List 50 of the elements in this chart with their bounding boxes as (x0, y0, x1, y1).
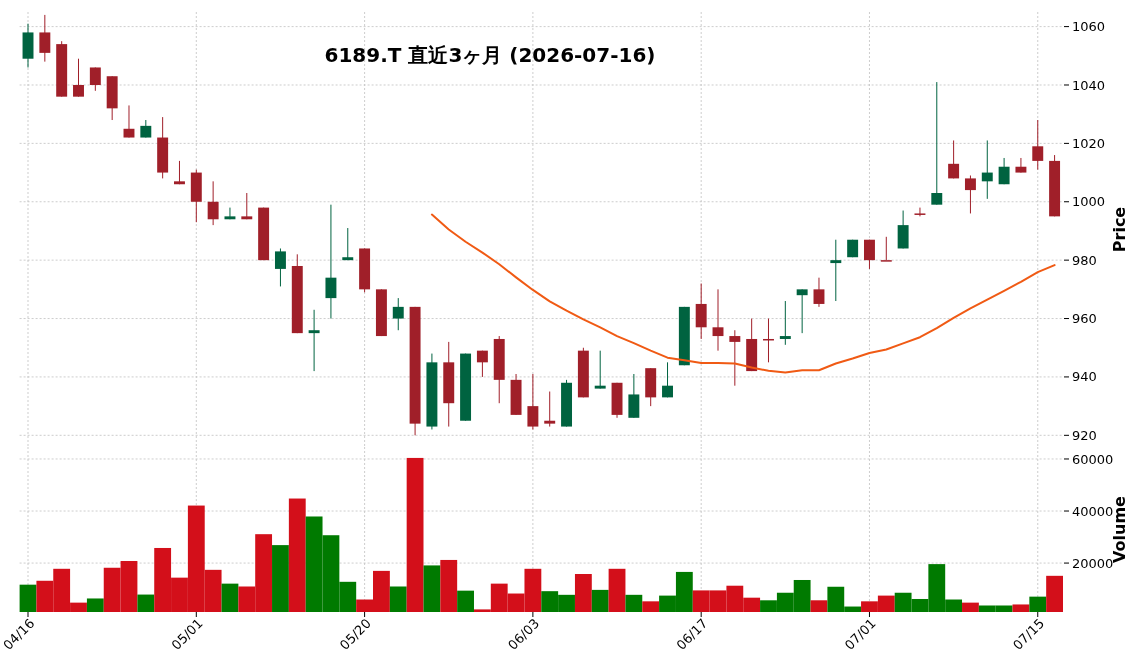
candlestick (813, 277, 825, 308)
candlestick (123, 104, 135, 139)
candlestick (544, 391, 556, 428)
candlestick (342, 227, 354, 261)
y-tick-label: 960 (1072, 311, 1097, 327)
y-tick-label: 1040 (1072, 77, 1106, 93)
candlestick (662, 361, 673, 398)
candlestick (914, 207, 926, 217)
line-series (430, 213, 1056, 374)
candlestick (998, 157, 1010, 185)
candlestick (224, 207, 236, 220)
candlestick (594, 350, 606, 390)
candlestick (695, 283, 707, 340)
candlestick (864, 239, 875, 270)
candlestick (392, 297, 404, 331)
y-tick-label: 940 (1072, 369, 1097, 385)
y-axis-title: Price (1110, 206, 1129, 253)
candlestick (964, 174, 976, 214)
candlestick (39, 14, 51, 63)
candlestick (527, 373, 539, 430)
candlestick (628, 373, 640, 419)
candlestick (712, 288, 724, 352)
y-tick-label: 980 (1072, 252, 1097, 268)
y-tick-label: 40000 (1072, 503, 1114, 519)
candlestick (476, 350, 488, 378)
candlestick (729, 329, 741, 387)
candlestick (931, 81, 943, 206)
candlestick (880, 236, 892, 262)
candlestick (274, 247, 286, 287)
candlestick (796, 288, 808, 334)
y-tick-label: 20000 (1072, 555, 1114, 571)
candlestick (1032, 119, 1044, 171)
candlestick (89, 66, 101, 92)
y-tick-label: 920 (1072, 427, 1097, 443)
candlestick (207, 180, 219, 226)
candlestick (779, 300, 791, 346)
candlestick (325, 204, 337, 320)
y-tick-label: 60000 (1072, 451, 1114, 467)
candlestick (73, 58, 84, 98)
y-tick-label: 1060 (1072, 19, 1106, 35)
candlestick (241, 192, 253, 220)
candlestick (1015, 157, 1027, 174)
y-tick-label: 1000 (1072, 194, 1106, 210)
candlestick (897, 210, 909, 249)
candlestick (948, 139, 960, 179)
text: 6189.T 直近3ヶ月 (2026-07-16) (324, 43, 656, 67)
candlestick (308, 309, 320, 372)
y-tick-label: 1020 (1072, 135, 1106, 151)
candlestick (981, 139, 993, 200)
candlestick (830, 239, 842, 302)
